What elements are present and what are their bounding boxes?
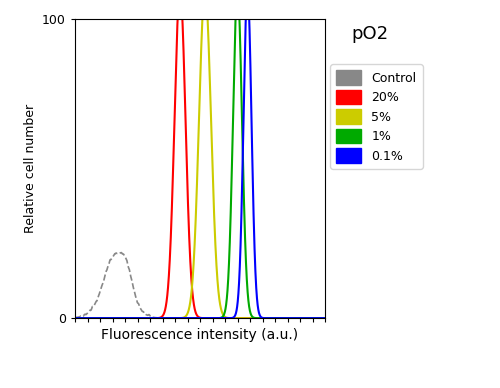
X-axis label: Fluorescence intensity (a.u.): Fluorescence intensity (a.u.) <box>102 328 298 342</box>
Y-axis label: Relative cell number: Relative cell number <box>24 104 36 233</box>
Text: pO2: pO2 <box>352 25 389 43</box>
Legend: Control, 20%, 5%, 1%, 0.1%: Control, 20%, 5%, 1%, 0.1% <box>330 64 422 169</box>
